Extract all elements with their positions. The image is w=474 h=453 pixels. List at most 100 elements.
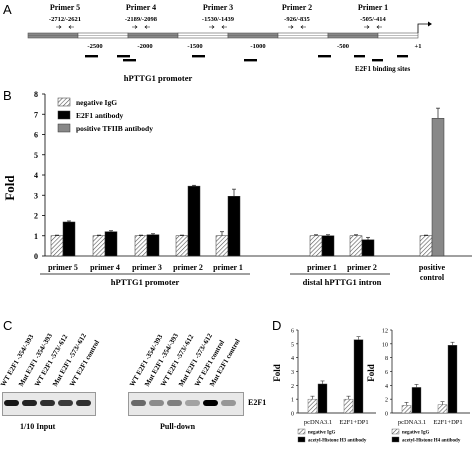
y-tick-label: 1 <box>34 232 38 241</box>
y-axis-label: Fold <box>2 175 17 201</box>
band <box>167 400 182 406</box>
position-tick: -2000 <box>137 43 152 50</box>
bar <box>349 235 363 257</box>
band <box>203 400 218 406</box>
band <box>58 400 73 406</box>
h4-chart-legend-swatch <box>391 436 400 443</box>
h4-chart-y-tick-label: 4 <box>385 384 388 390</box>
dnap-western-blot: WT E2F1 -354/-393 Mut E2F1 -354/-393 WT E2… <box>0 318 270 453</box>
legend-label-1: E2F1 antibody <box>76 111 124 120</box>
tss-arrowhead <box>428 21 432 27</box>
category-label: primer 1 <box>307 263 337 272</box>
bar <box>419 235 433 257</box>
h4-chart-y-tick-label: 2 <box>385 398 388 404</box>
bar <box>361 239 375 257</box>
primer-arrows <box>364 25 382 29</box>
category-label: primer 3 <box>132 263 162 272</box>
panel-letter-c: C <box>3 318 13 333</box>
h4-chart-y-tick-label: 8 <box>385 356 388 362</box>
h4-chart-bar <box>437 404 448 414</box>
category-label: primer 1 <box>213 263 243 272</box>
bar <box>62 221 76 257</box>
h4-chart-y-label: Fold <box>366 364 376 382</box>
e2f1-binding-sites-label: E2F1 binding sites <box>355 65 411 73</box>
primer-arrows <box>209 25 227 29</box>
caption-input: 1/10 Input <box>20 422 56 431</box>
category-label: positive <box>419 263 446 272</box>
h4-chart-y-tick-label: 0 <box>385 412 388 418</box>
primer-name-5: Primer 5 <box>50 3 80 12</box>
y-tick-label: 6 <box>34 131 38 140</box>
position-tick: -2500 <box>87 43 102 50</box>
y-tick-label: 5 <box>34 151 38 160</box>
caption-pulldown: Pull-down <box>160 422 196 431</box>
primer-arrows <box>132 25 150 29</box>
legend-swatch-0 <box>57 97 71 107</box>
h3-chart-y-tick-label: 6 <box>291 329 294 335</box>
h3-chart-legend-label: negative IgG <box>308 431 335 436</box>
bar <box>50 235 64 257</box>
bar <box>321 235 335 257</box>
primer-range-5: -2712/-2621 <box>49 16 81 23</box>
bar <box>187 185 201 257</box>
bar <box>92 235 106 257</box>
panel-letter-d: D <box>272 318 282 333</box>
promoter-label: hPTTG1 promoter <box>124 73 193 83</box>
y-tick-label: 2 <box>34 212 38 221</box>
primer-arrows <box>288 25 306 29</box>
primer-arrows <box>56 25 74 29</box>
y-tick-label: 8 <box>34 90 38 99</box>
h4-chart-category-label: pcDNA3.1 <box>398 419 426 426</box>
position-tick: -500 <box>337 43 349 50</box>
band-label-e2f1: E2F1 <box>248 398 267 407</box>
h3-chart-y-tick-label: 1 <box>291 398 294 404</box>
h3-chart-y-tick-label: 0 <box>291 412 294 418</box>
band <box>76 400 91 406</box>
y-tick-label: 0 <box>34 252 38 261</box>
h3-chart-category-label: E2F1+DP1 <box>339 419 368 426</box>
panel-letter-b: B <box>3 88 12 103</box>
h3-chart-bar <box>317 383 328 414</box>
band <box>131 400 146 406</box>
h4-chart-bar <box>401 405 412 414</box>
e2f1-binding-site <box>123 59 136 62</box>
e2f1-binding-site <box>244 59 257 62</box>
bar <box>431 118 445 257</box>
h4-chart-legend-label: negative IgG <box>402 431 429 436</box>
band <box>40 400 55 406</box>
bar <box>227 196 241 257</box>
primer-name-2: Primer 2 <box>282 3 312 12</box>
primer-name-4: Primer 4 <box>126 3 156 12</box>
position-tick: -1500 <box>187 43 202 50</box>
primer-range-2: -926/-835 <box>284 16 310 23</box>
band <box>22 400 37 406</box>
band <box>149 400 164 406</box>
h3-chart-y-label: Fold <box>272 364 282 382</box>
y-tick-label: 3 <box>34 191 38 200</box>
e2f1-binding-site <box>397 55 408 58</box>
band <box>4 400 19 406</box>
category-label: primer 2 <box>173 263 203 272</box>
bar <box>146 234 160 257</box>
category-label: primer 2 <box>347 263 377 272</box>
h4-chart-bar <box>411 387 422 414</box>
bar <box>309 235 323 257</box>
legend-swatch-1 <box>57 110 71 120</box>
legend-label-2: positive TFIIB antibody <box>76 124 153 133</box>
h4-chart-y-tick-label: 10 <box>382 342 388 348</box>
h3-chart-legend-label: acetyl-Histone H3 antibody <box>308 439 367 444</box>
h3-chart-y-tick-label: 5 <box>291 342 294 348</box>
position-tick: -1000 <box>250 43 265 50</box>
h3-chart-bar <box>353 339 364 414</box>
y-tick-label: 7 <box>34 110 38 119</box>
h4-chart-bar <box>447 345 458 414</box>
panel-letter-a: A <box>3 2 12 17</box>
e2f1-binding-site <box>354 55 365 58</box>
bar <box>134 235 148 257</box>
e2f1-binding-site <box>117 55 130 58</box>
primer-range-4: -2189/-2098 <box>125 16 158 23</box>
primer-name-3: Primer 3 <box>203 3 233 12</box>
e2f1-binding-site <box>318 55 331 58</box>
bar <box>215 235 229 257</box>
